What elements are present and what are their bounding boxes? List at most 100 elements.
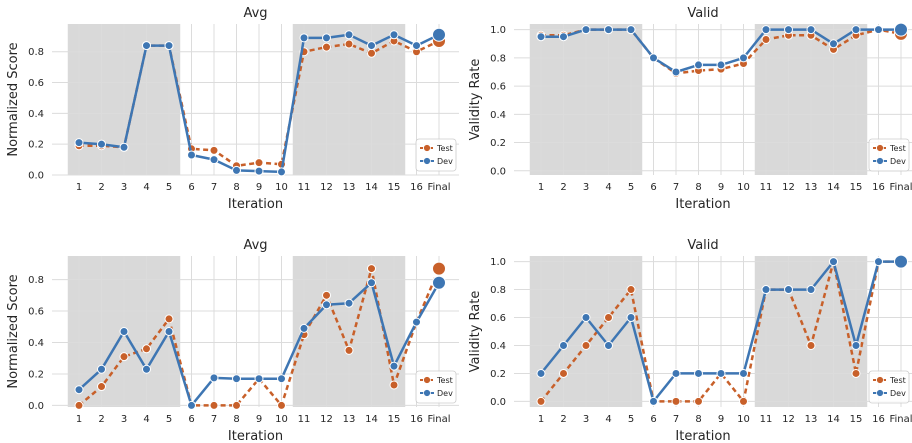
data-point-test [277, 400, 286, 410]
y-tick-label: 1.0 [490, 257, 506, 268]
legend-label-dev: Dev [890, 157, 906, 166]
x-tick-label: 15 [850, 182, 863, 193]
data-point-test [536, 396, 546, 406]
y-axis-label: Normalized Score [6, 274, 21, 388]
data-point-test [432, 261, 446, 276]
data-point-test [322, 42, 331, 52]
data-point-dev [694, 60, 703, 70]
plot-area: Test Dev [52, 24, 459, 177]
data-point-test [389, 380, 399, 390]
x-tick-label: Final [889, 182, 912, 193]
chart-title: Avg [243, 238, 267, 253]
data-point-dev [851, 25, 861, 35]
x-tick-label: 12 [782, 182, 795, 193]
data-point-dev [209, 155, 219, 165]
data-point-dev [232, 165, 241, 175]
plot-area: Test Dev [52, 256, 459, 410]
y-tick-label: 0.6 [490, 313, 506, 324]
y-tick-label: 0.0 [28, 401, 44, 412]
x-tick-label: 3 [121, 414, 127, 425]
x-axis-label: Iteration [675, 197, 730, 212]
x-tick-label: 3 [121, 182, 127, 193]
legend: Test Dev [415, 370, 457, 404]
data-point-test [851, 368, 861, 378]
y-axis-label: Normalized Score [6, 42, 21, 156]
y-tick-label: 0.6 [490, 82, 506, 93]
x-tick-label: 16 [410, 414, 423, 425]
legend-marker-dev [876, 157, 884, 165]
x-tick-label: 7 [673, 414, 679, 425]
x-axis-label: Iteration [675, 429, 730, 443]
legend-marker-test [423, 376, 431, 384]
data-point-dev [739, 368, 748, 378]
data-point-test [74, 400, 84, 410]
data-point-dev [604, 340, 613, 350]
y-tick-label: 0.8 [490, 53, 506, 64]
data-point-dev [604, 25, 613, 35]
data-point-dev [254, 374, 264, 384]
legend-marker-dev [423, 389, 431, 397]
data-point-dev [299, 33, 309, 43]
x-tick-label: 2 [560, 182, 566, 193]
x-tick-label: 13 [343, 182, 356, 193]
plot-area: Test Dev [514, 254, 912, 407]
data-point-dev [894, 254, 908, 269]
legend-marker-test [876, 376, 884, 384]
x-tick-label: 10 [737, 182, 750, 193]
data-point-dev [74, 385, 84, 395]
data-point-dev [784, 285, 793, 295]
y-tick-label: 0.8 [28, 275, 44, 286]
legend-label-dev: Dev [437, 389, 453, 398]
data-point-dev [119, 327, 129, 336]
x-tick-label: 8 [233, 182, 239, 193]
data-point-test [581, 340, 591, 350]
data-point-test [164, 314, 174, 324]
data-point-dev [344, 298, 354, 308]
chart-title: Avg [243, 6, 267, 21]
data-point-dev [626, 313, 636, 323]
legend-label-dev: Dev [890, 389, 906, 398]
legend-label-test: Test [436, 376, 453, 385]
data-point-dev [164, 327, 174, 336]
data-point-dev [894, 22, 908, 37]
data-point-dev [829, 39, 838, 49]
x-tick-label: 8 [695, 182, 701, 193]
data-point-dev [209, 373, 219, 383]
x-axis-label: Iteration [228, 197, 283, 212]
data-point-dev [784, 25, 793, 35]
legend-marker-dev [423, 157, 431, 165]
data-point-test [344, 39, 354, 49]
x-tick-label: 10 [275, 414, 288, 425]
data-point-dev [851, 340, 861, 350]
x-tick-label: 5 [166, 182, 172, 193]
data-point-dev [277, 167, 286, 177]
data-point-test [322, 290, 331, 300]
data-point-test [232, 400, 241, 410]
data-point-dev [97, 364, 106, 374]
legend: Test Dev [868, 138, 910, 172]
legend-label-dev: Dev [437, 157, 453, 166]
data-point-dev [694, 368, 703, 378]
data-point-test [671, 396, 681, 406]
data-point-test [344, 345, 354, 355]
y-tick-label: 0.2 [28, 369, 44, 380]
legend-label-test: Test [889, 376, 906, 385]
x-tick-label: 11 [298, 182, 311, 193]
series-line-test [540, 260, 901, 403]
data-point-test [367, 48, 376, 58]
x-tick-label: 3 [583, 414, 589, 425]
data-point-dev [322, 33, 331, 43]
x-tick-label: 8 [695, 414, 701, 425]
x-tick-label: 1 [538, 414, 544, 425]
x-tick-label: 6 [650, 182, 656, 193]
x-tick-label: 11 [298, 414, 311, 425]
data-point-dev [716, 368, 726, 378]
data-point-dev [367, 41, 376, 51]
data-point-test [367, 264, 376, 274]
x-tick-label: 13 [805, 182, 818, 193]
data-point-dev [671, 368, 681, 378]
data-point-dev [739, 53, 748, 63]
y-axis-label: Validity Rate [468, 59, 483, 141]
x-tick-label: 13 [343, 414, 356, 425]
